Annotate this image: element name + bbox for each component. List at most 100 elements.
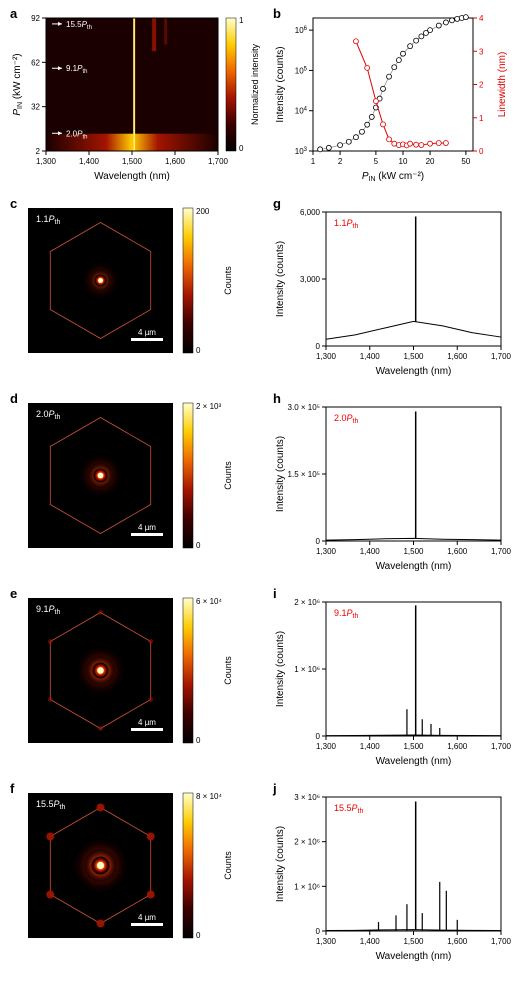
svg-text:3: 3 (479, 47, 484, 56)
svg-text:2: 2 (479, 81, 484, 90)
svg-text:0: 0 (316, 732, 321, 741)
panel-label-f: f (10, 781, 14, 796)
svg-text:1 × 10⁶: 1 × 10⁶ (294, 665, 320, 674)
svg-text:3,000: 3,000 (300, 275, 321, 284)
svg-text:Counts: Counts (223, 266, 233, 295)
svg-text:1.1Pth: 1.1Pth (334, 218, 358, 230)
svg-text:0: 0 (196, 541, 201, 550)
svg-text:8 × 10⁴: 8 × 10⁴ (196, 792, 222, 801)
panel-f-image: 15.5Pth4 µm8 × 10⁴0Counts (8, 783, 263, 963)
svg-text:1,500: 1,500 (403, 937, 424, 946)
svg-text:4: 4 (479, 14, 484, 23)
panel-e-image: 9.1Pth4 µm6 × 10⁴0Counts (8, 588, 263, 768)
svg-text:Linewidth (nm): Linewidth (nm) (497, 52, 508, 118)
panel-g-spectrum: 1,300 1,400 1,500 1,600 1,700 Wavelength (nm)… (271, 198, 511, 378)
svg-text:1,400: 1,400 (360, 352, 381, 361)
svg-text:1,600: 1,600 (165, 157, 186, 166)
svg-text:Wavelength (nm): Wavelength (nm) (376, 561, 452, 572)
svg-text:Counts: Counts (223, 656, 233, 685)
svg-text:1,700: 1,700 (491, 742, 511, 751)
svg-text:1,500: 1,500 (403, 352, 424, 361)
svg-text:1,600: 1,600 (447, 937, 468, 946)
svg-text:6,000: 6,000 (300, 208, 321, 217)
svg-text:1,300: 1,300 (36, 157, 57, 166)
svg-text:4 µm: 4 µm (138, 523, 156, 532)
svg-text:0: 0 (196, 736, 201, 745)
svg-text:0: 0 (316, 927, 321, 936)
svg-text:104: 104 (295, 107, 308, 116)
svg-text:106: 106 (295, 26, 308, 35)
svg-text:1,700: 1,700 (491, 547, 511, 556)
svg-text:62: 62 (31, 58, 40, 67)
svg-text:3 × 10⁶: 3 × 10⁶ (294, 793, 320, 802)
svg-text:1: 1 (311, 157, 316, 166)
svg-text:1,600: 1,600 (447, 547, 468, 556)
svg-text:2: 2 (338, 157, 343, 166)
panel-a-heatmap: 1,300 1,400 1,500 1,600 1,700 Wavelength (nm)… (8, 8, 263, 183)
svg-text:0: 0 (316, 537, 321, 546)
svg-text:2: 2 (36, 147, 41, 156)
svg-text:Counts: Counts (223, 851, 233, 880)
panel-j-spectrum: 1,300 1,400 1,500 1,600 1,700 Wavelength (nm)… (271, 783, 511, 963)
svg-text:Wavelength (nm): Wavelength (nm) (376, 756, 452, 767)
panel-d-image: 2.0Pth4 µm2 × 10³0Counts (8, 393, 263, 573)
svg-text:0: 0 (196, 346, 201, 355)
svg-text:1,600: 1,600 (447, 352, 468, 361)
svg-text:Wavelength (nm): Wavelength (nm) (94, 171, 170, 182)
svg-text:1,600: 1,600 (447, 742, 468, 751)
svg-text:1,700: 1,700 (208, 157, 229, 166)
svg-text:0: 0 (239, 144, 244, 153)
svg-text:92: 92 (31, 14, 40, 23)
svg-text:Wavelength (nm): Wavelength (nm) (376, 951, 452, 962)
svg-text:0: 0 (316, 342, 321, 351)
svg-text:105: 105 (295, 66, 308, 75)
svg-text:Intensity (counts): Intensity (counts) (275, 46, 286, 122)
panel-label-b: b (273, 6, 281, 21)
panel-i-spectrum: 1,3001,4001,5001,6001,700Wavelength (nm)… (271, 588, 511, 768)
svg-text:1,400: 1,400 (360, 547, 381, 556)
svg-text:Wavelength (nm): Wavelength (nm) (376, 366, 452, 377)
panel-label-c: c (10, 196, 17, 211)
svg-text:1: 1 (239, 16, 244, 25)
panel-label-i: i (273, 586, 277, 601)
svg-text:4 µm: 4 µm (138, 913, 156, 922)
svg-text:Intensity (counts): Intensity (counts) (275, 241, 286, 317)
svg-text:2 × 10⁶: 2 × 10⁶ (294, 838, 320, 847)
svg-text:Intensity (counts): Intensity (counts) (275, 826, 286, 902)
svg-text:PIN (kW cm⁻²): PIN (kW cm⁻²) (362, 171, 424, 183)
panel-label-a: a (10, 6, 17, 21)
svg-text:1: 1 (479, 114, 484, 123)
panel-label-g: g (273, 196, 281, 211)
svg-text:1,300: 1,300 (316, 352, 337, 361)
svg-text:32: 32 (31, 103, 40, 112)
panel-label-h: h (273, 391, 281, 406)
svg-text:200: 200 (196, 207, 210, 216)
svg-text:1,400: 1,400 (360, 937, 381, 946)
svg-text:PIN (kW cm⁻²): PIN (kW cm⁻²) (12, 53, 24, 115)
panel-label-j: j (273, 781, 277, 796)
svg-text:20: 20 (426, 157, 435, 166)
svg-text:5: 5 (374, 157, 379, 166)
svg-text:15.5Pth: 15.5Pth (334, 803, 363, 815)
panel-c-image: 1.1Pth4 µm2000Counts (8, 198, 263, 378)
svg-text:1,500: 1,500 (403, 742, 424, 751)
panel-label-d: d (10, 391, 18, 406)
svg-text:Intensity (counts): Intensity (counts) (275, 436, 286, 512)
svg-text:1,400: 1,400 (79, 157, 100, 166)
svg-text:1,700: 1,700 (491, 352, 511, 361)
svg-text:1,500: 1,500 (122, 157, 143, 166)
panel-label-e: e (10, 586, 17, 601)
svg-text:103: 103 (295, 147, 308, 156)
svg-text:4 µm: 4 µm (138, 718, 156, 727)
svg-text:Counts: Counts (223, 461, 233, 490)
svg-text:10: 10 (399, 157, 408, 166)
svg-text:50: 50 (461, 157, 470, 166)
panel-h-spectrum: 1,3001,4001,5001,6001,700Wavelength (nm)… (271, 393, 511, 573)
svg-text:6 × 10⁴: 6 × 10⁴ (196, 597, 222, 606)
svg-text:1,300: 1,300 (316, 937, 337, 946)
svg-text:2 × 10³: 2 × 10³ (196, 402, 221, 411)
svg-text:1 × 10⁶: 1 × 10⁶ (294, 882, 320, 891)
svg-text:1,300: 1,300 (316, 547, 337, 556)
svg-text:1.5 × 10⁵: 1.5 × 10⁵ (288, 470, 320, 479)
svg-text:1,700: 1,700 (491, 937, 511, 946)
